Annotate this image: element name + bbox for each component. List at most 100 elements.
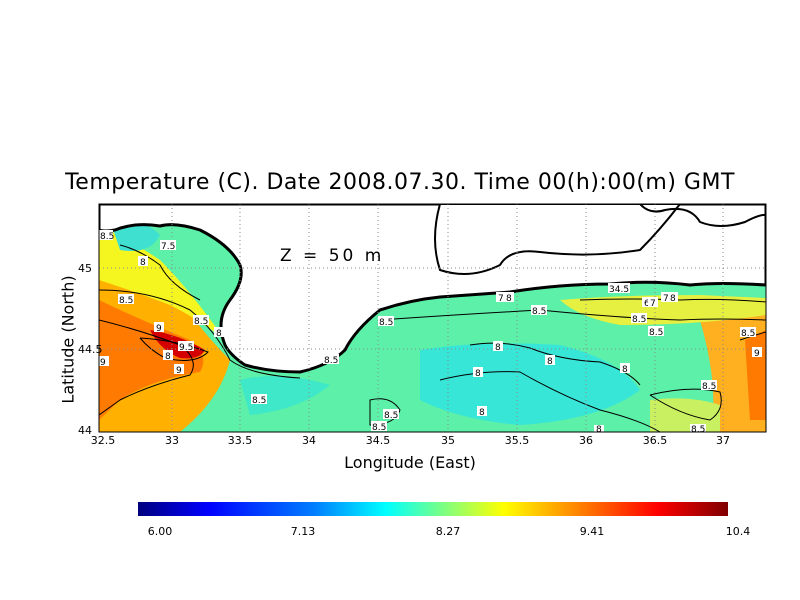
contour-label: 9 — [99, 356, 109, 368]
svg-text:8.5: 8.5 — [379, 318, 393, 328]
contour-label: 7.5 — [160, 240, 176, 252]
colorbar-tick-label: 7.13 — [290, 525, 316, 538]
depth-label: Z = 50 m — [280, 246, 385, 266]
x-tick-label: 33 — [165, 434, 179, 447]
contour-label: 34.5 — [608, 283, 630, 295]
x-axis-label: Longitude (East) — [344, 453, 476, 472]
contour-label: 8 — [138, 256, 148, 268]
y-axis-label: Latitude (North) — [58, 275, 78, 404]
svg-text:8: 8 — [495, 343, 501, 353]
svg-text:8.5: 8.5 — [324, 356, 338, 366]
svg-text:8: 8 — [670, 294, 676, 304]
contour-line — [99, 289, 301, 379]
colorbar — [138, 502, 728, 516]
contour-label: 7 — [661, 292, 669, 304]
svg-text:6: 6 — [644, 299, 650, 309]
svg-text:9: 9 — [100, 358, 106, 368]
contour-label: 8 — [214, 327, 224, 339]
contour-line — [379, 309, 766, 321]
yellow-east-band — [560, 295, 766, 325]
contour-line — [119, 244, 201, 301]
svg-text:8.5: 8.5 — [100, 232, 114, 242]
contour-label: 8.5 — [378, 316, 394, 328]
svg-text:8.5: 8.5 — [119, 296, 133, 306]
contour-label: 9 — [752, 347, 762, 359]
svg-text:8.5: 8.5 — [532, 307, 546, 317]
azov-sea — [434, 204, 682, 275]
svg-text:7: 7 — [498, 294, 504, 304]
contour-label: 8 — [493, 341, 503, 353]
svg-text:8: 8 — [596, 425, 602, 435]
x-tick-label: 35 — [441, 434, 455, 447]
warm-southeast-zone — [650, 398, 720, 432]
cool-southwest-zone — [240, 376, 330, 415]
contour-label: 7 — [496, 292, 506, 304]
svg-text:8: 8 — [475, 369, 481, 379]
contour-label: 8.5 — [323, 354, 339, 366]
svg-text:8.5: 8.5 — [194, 317, 208, 327]
svg-text:8: 8 — [622, 365, 628, 375]
svg-text:9: 9 — [754, 349, 760, 359]
contour-label: 8.5 — [251, 394, 267, 406]
contour-label: 8.5 — [631, 313, 647, 325]
colorbar-tick-label: 10.4 — [725, 525, 751, 538]
y-tick-label: 45 — [78, 262, 92, 275]
x-tick-label: 32.5 — [90, 434, 116, 447]
contour-label: 8 — [620, 363, 630, 375]
contour-label: 8.5 — [371, 421, 387, 433]
svg-text:8: 8 — [216, 329, 222, 339]
svg-text:8: 8 — [140, 258, 146, 268]
contour-label: 7 — [648, 297, 658, 309]
contour-label: 8.5 — [531, 305, 547, 317]
svg-text:9.5: 9.5 — [179, 343, 193, 353]
y-tick-label: 44.5 — [78, 343, 103, 356]
svg-text:8: 8 — [547, 357, 553, 367]
contour-label: 8.5 — [118, 294, 134, 306]
svg-text:7: 7 — [663, 294, 669, 304]
contour-label: 8 — [594, 425, 604, 435]
contour-line — [579, 298, 766, 303]
svg-text:8: 8 — [165, 352, 171, 362]
x-tick-label: 35.5 — [504, 434, 530, 447]
map-title: Temperature (C). Date 2008.07.30. Time 0… — [65, 170, 735, 195]
contour-label: 8 — [163, 350, 173, 362]
svg-text:9: 9 — [176, 366, 182, 376]
svg-text:8.5: 8.5 — [252, 396, 266, 406]
y-tick-label: 44 — [78, 424, 92, 437]
svg-text:8.5: 8.5 — [691, 425, 705, 435]
colorbar-tick-label: 6.00 — [147, 525, 173, 538]
contour-label: 8 — [668, 292, 678, 304]
contour-label: 8.5 — [99, 230, 114, 242]
contour-line — [649, 388, 722, 421]
svg-text:9: 9 — [156, 324, 162, 334]
svg-text:34.5: 34.5 — [609, 285, 629, 295]
svg-text:8.5: 8.5 — [741, 329, 755, 339]
svg-text:8: 8 — [506, 294, 512, 304]
contour-label: 8.5 — [383, 409, 399, 421]
plot-frame — [98, 203, 767, 433]
svg-text:7: 7 — [650, 299, 656, 309]
svg-text:8.5: 8.5 — [632, 315, 646, 325]
contour-label: 9 — [154, 322, 164, 334]
contour-label: 8.5 — [690, 424, 706, 435]
contour-label: 8 — [473, 367, 483, 379]
contour-label: 9 — [174, 364, 184, 376]
contour-label: 8 — [477, 406, 487, 418]
contour-label: 6 — [642, 297, 652, 309]
contour-label: 8.5 — [701, 380, 717, 392]
x-tick-label: 33.5 — [227, 434, 253, 447]
svg-text:7.5: 7.5 — [161, 242, 175, 252]
x-tick-label: 34.5 — [365, 434, 391, 447]
contour-label: 8.5 — [193, 315, 209, 327]
x-tick-label: 36.5 — [642, 434, 668, 447]
svg-text:8.5: 8.5 — [702, 382, 716, 392]
contour-label: 9.5 — [178, 341, 194, 353]
contour-label: 8.5 — [648, 326, 664, 338]
svg-text:8: 8 — [479, 408, 485, 418]
svg-text:8.5: 8.5 — [372, 423, 386, 433]
x-tick-label: 37 — [716, 434, 730, 447]
x-tick-label: 36 — [579, 434, 593, 447]
colorbar-tick-label: 9.41 — [579, 525, 605, 538]
hot-west-zone — [99, 300, 204, 420]
